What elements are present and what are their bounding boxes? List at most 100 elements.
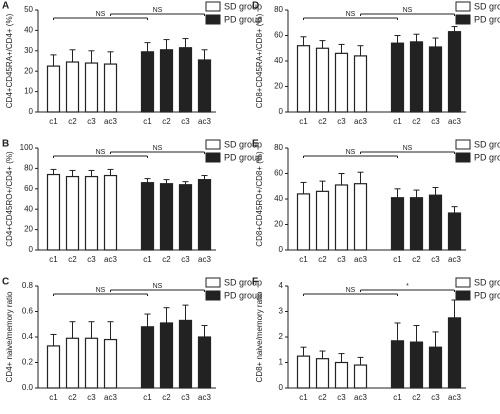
x-tick-label: c1 (49, 255, 58, 264)
bar (296, 45, 311, 113)
legend-swatch (455, 290, 471, 301)
y-tick-label: 0.6 (22, 307, 34, 316)
x-tick-label: c2 (412, 255, 421, 264)
bar (447, 212, 462, 251)
x-tick-label: c3 (431, 255, 440, 264)
x-tick-label: ac3 (104, 255, 117, 264)
x-tick-label: c2 (162, 255, 171, 264)
bar (46, 173, 61, 251)
legend-label: SD group (474, 277, 500, 287)
annotation: NS (153, 7, 163, 14)
x-tick-label: c2 (68, 393, 77, 402)
bar (315, 47, 330, 113)
bar (409, 41, 424, 113)
x-tick-label: c2 (318, 255, 327, 264)
y-tick-label: 20 (24, 225, 33, 234)
y-tick-label: 80 (274, 143, 283, 152)
legend-label: PD group (224, 152, 262, 162)
x-tick-label: ac3 (354, 393, 367, 402)
bar (353, 55, 368, 113)
bar (140, 182, 155, 251)
x-tick-label: c3 (87, 117, 96, 126)
x-tick-label: c2 (162, 393, 171, 402)
y-tick-label: 30 (24, 46, 33, 55)
legend-swatch (455, 277, 471, 288)
y-axis-label: CD4+ naive/memory ratio (5, 291, 14, 382)
panel-label: F (252, 277, 258, 288)
annotation: NS (346, 149, 356, 156)
legend-swatch (455, 1, 471, 12)
y-tick-label: 100 (20, 143, 34, 152)
y-tick-label: 0.8 (22, 281, 34, 290)
panel-label: A (2, 1, 9, 12)
legend-swatch (455, 152, 471, 163)
x-tick-label: c3 (181, 393, 190, 402)
y-tick-label: 80 (24, 164, 33, 173)
x-tick-label: c3 (431, 117, 440, 126)
x-tick-label: ac3 (448, 117, 461, 126)
annotation: * (406, 283, 409, 290)
x-tick-label: c2 (412, 393, 421, 402)
legend-swatch (205, 152, 221, 163)
bar (159, 49, 174, 113)
bar (103, 174, 118, 251)
x-tick-label: c1 (393, 117, 402, 126)
x-tick-label: c1 (143, 255, 152, 264)
y-tick-label: 20 (24, 66, 33, 75)
bar (315, 358, 330, 389)
panel: F CD8+ naive/memory ratio 0 1 2 3 4 c1 c2 c3 ac3 c1… (252, 277, 500, 402)
bar (84, 62, 99, 113)
annotation: NS (96, 149, 106, 156)
bar (84, 175, 99, 251)
bar (140, 51, 155, 113)
bar (296, 355, 311, 389)
legend-label: PD group (474, 14, 500, 24)
y-axis-label: CD4+CD45RA+/CD4+ (%) (5, 13, 14, 108)
x-tick-label: c3 (87, 255, 96, 264)
bar (390, 197, 405, 251)
y-tick-label: 60 (274, 31, 283, 40)
x-tick-label: c1 (299, 255, 308, 264)
annotation: NS (403, 7, 413, 14)
annotation: NS (153, 145, 163, 152)
bar (140, 326, 155, 389)
bar (428, 346, 443, 389)
panel-label: B (2, 139, 9, 150)
bar (65, 175, 80, 251)
x-tick-label: c1 (393, 255, 402, 264)
y-tick-label: 20 (274, 220, 283, 229)
x-tick-label: c1 (143, 117, 152, 126)
bar (159, 322, 174, 389)
legend-label: PD group (474, 290, 500, 300)
y-tick-label: 0.0 (22, 383, 34, 392)
legend-label: SD group (224, 139, 262, 149)
y-tick-label: 40 (24, 204, 33, 213)
bar (103, 63, 118, 113)
y-tick-label: 80 (274, 5, 283, 14)
y-axis-label: CD8+ naive/memory ratio (255, 291, 264, 382)
x-tick-label: ac3 (198, 393, 211, 402)
y-tick-label: 0.2 (22, 358, 34, 367)
annotation: NS (96, 287, 106, 294)
x-tick-label: c3 (337, 117, 346, 126)
legend-label: SD group (474, 139, 500, 149)
y-axis-label: CD8+CD45RO+/CD8+ (%) (255, 151, 264, 247)
y-tick-label: 40 (274, 56, 283, 65)
y-tick-label: 50 (24, 5, 33, 14)
panel-label: C (2, 277, 9, 288)
bar (353, 364, 368, 389)
bar (447, 31, 462, 113)
bar (390, 340, 405, 389)
bar (334, 52, 349, 113)
y-tick-label: 0 (29, 245, 34, 254)
x-tick-label: ac3 (198, 117, 211, 126)
legend-swatch (205, 290, 221, 301)
x-tick-label: c3 (337, 393, 346, 402)
x-tick-label: c3 (337, 255, 346, 264)
y-tick-label: 10 (24, 87, 33, 96)
bar (84, 337, 99, 389)
y-tick-label: 0.4 (22, 332, 34, 341)
